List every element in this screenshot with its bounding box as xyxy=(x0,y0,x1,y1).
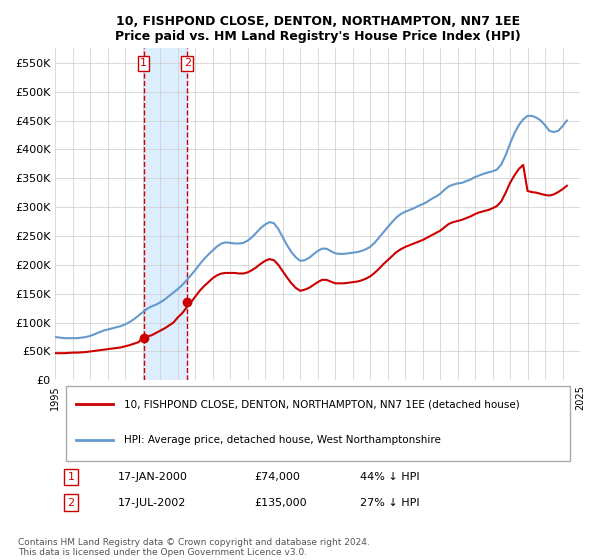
Text: 44% ↓ HPI: 44% ↓ HPI xyxy=(359,472,419,482)
FancyBboxPatch shape xyxy=(66,386,569,461)
Title: 10, FISHPOND CLOSE, DENTON, NORTHAMPTON, NN7 1EE
Price paid vs. HM Land Registry: 10, FISHPOND CLOSE, DENTON, NORTHAMPTON,… xyxy=(115,15,521,43)
Text: £74,000: £74,000 xyxy=(255,472,301,482)
Text: 1: 1 xyxy=(68,472,74,482)
Text: £135,000: £135,000 xyxy=(255,498,307,508)
Text: 10, FISHPOND CLOSE, DENTON, NORTHAMPTON, NN7 1EE (detached house): 10, FISHPOND CLOSE, DENTON, NORTHAMPTON,… xyxy=(124,399,520,409)
Bar xyxy=(143,48,187,380)
Text: 2: 2 xyxy=(184,58,191,68)
Text: 1: 1 xyxy=(140,58,147,68)
Text: 17-JUL-2002: 17-JUL-2002 xyxy=(118,498,187,508)
Text: 17-JAN-2000: 17-JAN-2000 xyxy=(118,472,188,482)
Text: 2: 2 xyxy=(68,498,74,508)
Text: Contains HM Land Registry data © Crown copyright and database right 2024.
This d: Contains HM Land Registry data © Crown c… xyxy=(18,538,370,557)
Text: HPI: Average price, detached house, West Northamptonshire: HPI: Average price, detached house, West… xyxy=(124,435,440,445)
Text: 27% ↓ HPI: 27% ↓ HPI xyxy=(359,498,419,508)
